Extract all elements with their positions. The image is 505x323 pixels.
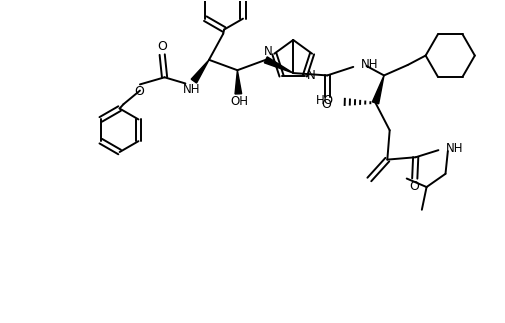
Polygon shape: [264, 57, 292, 73]
Text: O: O: [321, 98, 331, 111]
Text: NH: NH: [445, 142, 463, 155]
Text: N: N: [263, 45, 272, 58]
Polygon shape: [372, 76, 383, 104]
Text: NH: NH: [361, 58, 378, 71]
Polygon shape: [191, 60, 209, 83]
Text: O: O: [157, 40, 166, 53]
Text: HO: HO: [316, 94, 334, 108]
Text: NH: NH: [182, 83, 200, 96]
Polygon shape: [234, 70, 241, 94]
Text: O: O: [408, 180, 418, 193]
Text: OH: OH: [230, 95, 248, 109]
Text: O: O: [134, 86, 144, 99]
Text: N: N: [307, 69, 315, 82]
